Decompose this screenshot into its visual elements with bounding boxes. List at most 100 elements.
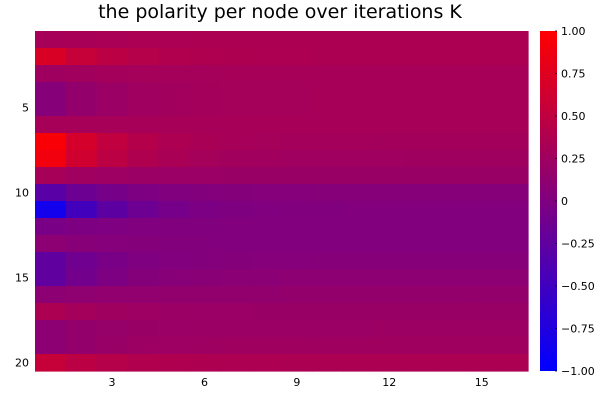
heatmap-cell: [466, 337, 498, 355]
heatmap-cell: [96, 31, 129, 49]
heatmap-cell: [250, 320, 283, 338]
x-tick-label: 9: [293, 376, 300, 389]
heatmap-cell: [250, 354, 283, 372]
heatmap-cell: [127, 218, 159, 236]
heatmap-cell: [158, 320, 190, 338]
heatmap-cell: [373, 167, 406, 185]
heatmap-cell: [312, 218, 344, 236]
heatmap-cell: [127, 48, 159, 66]
heatmap-cell: [343, 286, 375, 304]
heatmap-cell: [466, 150, 498, 168]
heatmap-cell: [250, 116, 283, 134]
heatmap-cell: [404, 235, 437, 253]
heatmap-cell: [281, 201, 313, 219]
heatmap-cell: [127, 31, 159, 49]
heatmap-cell: [65, 218, 98, 236]
heatmap-cell: [189, 286, 221, 304]
heatmap-cell: [343, 31, 375, 49]
heatmap-cell: [312, 184, 344, 202]
heatmap-cell: [219, 252, 252, 270]
heatmap-cell: [127, 184, 159, 202]
heatmap-cell: [435, 48, 467, 66]
heatmap-cell: [497, 184, 529, 202]
heatmap-cell: [497, 252, 529, 270]
heatmap-cell: [281, 150, 313, 168]
heatmap-cell: [219, 201, 252, 219]
heatmap-cell: [250, 99, 283, 117]
heatmap-cell: [497, 286, 529, 304]
colorbar-ticks: 1.00 0.75 0.50 0.25 0 −0.25 −0.50 −0.75 −1.00: [555, 25, 595, 378]
heatmap-cell: [466, 252, 498, 270]
heatmap-cell: [466, 201, 498, 219]
heatmap-cell: [281, 303, 313, 321]
heatmap-cell: [497, 320, 529, 338]
heatmap-cell: [189, 184, 221, 202]
heatmap-cell: [373, 218, 406, 236]
heatmap-cell: [35, 31, 67, 49]
heatmap-cell: [35, 252, 67, 270]
heatmap-cell: [158, 286, 190, 304]
colorbar-tick-label: 1.00: [561, 25, 586, 38]
heatmap-cell: [343, 235, 375, 253]
heatmap-cell: [96, 286, 129, 304]
heatmap-cell: [281, 48, 313, 66]
heatmap-cell: [219, 65, 252, 83]
heatmap-cell: [65, 286, 98, 304]
heatmap-cell: [158, 150, 190, 168]
heatmap-cell: [158, 184, 190, 202]
heatmap-cell: [158, 31, 190, 49]
heatmap-cell: [435, 31, 467, 49]
heatmap-cell: [404, 31, 437, 49]
heatmap-cell: [158, 116, 190, 134]
heatmap-cell: [189, 252, 221, 270]
x-tick-label: 15: [475, 376, 489, 389]
heatmap-cell: [343, 252, 375, 270]
heatmap-cell: [435, 65, 467, 83]
heatmap-cell: [497, 269, 529, 287]
heatmap-cell: [189, 48, 221, 66]
heatmap-cell: [65, 320, 98, 338]
heatmap-cell: [127, 150, 159, 168]
heatmap-cell: [343, 354, 375, 372]
heatmap-cell: [96, 65, 129, 83]
heatmap-cell: [250, 48, 283, 66]
heatmap-cells: [35, 31, 529, 372]
heatmap-cell: [219, 286, 252, 304]
heatmap-cell: [466, 167, 498, 185]
heatmap-cell: [96, 252, 129, 270]
heatmap-cell: [404, 150, 437, 168]
heatmap-cell: [127, 354, 159, 372]
heatmap-cell: [435, 337, 467, 355]
heatmap-cell: [189, 269, 221, 287]
heatmap-cell: [373, 354, 406, 372]
heatmap-cell: [343, 184, 375, 202]
heatmap-cell: [435, 320, 467, 338]
heatmap-cell: [219, 184, 252, 202]
heatmap-cell: [250, 235, 283, 253]
heatmap-cell: [219, 303, 252, 321]
heatmap-cell: [343, 99, 375, 117]
heatmap-cell: [35, 65, 67, 83]
heatmap-cell: [35, 235, 67, 253]
heatmap-cell: [250, 201, 283, 219]
heatmap-cell: [250, 286, 283, 304]
heatmap-cell: [435, 218, 467, 236]
heatmap-cell: [281, 99, 313, 117]
heatmap-cell: [35, 82, 67, 100]
colorbar-tick-label: 0: [561, 195, 568, 208]
heatmap-cell: [497, 65, 529, 83]
heatmap-cell: [189, 31, 221, 49]
heatmap-cell: [435, 116, 467, 134]
heatmap-cell: [281, 252, 313, 270]
heatmap-cell: [189, 150, 221, 168]
heatmap-cell: [312, 235, 344, 253]
heatmap-cell: [65, 65, 98, 83]
heatmap-cell: [497, 48, 529, 66]
heatmap-cell: [373, 99, 406, 117]
heatmap-cell: [373, 286, 406, 304]
heatmap-cell: [343, 320, 375, 338]
colorbar-tick-label: −0.25: [561, 238, 595, 251]
heatmap-cell: [127, 269, 159, 287]
heatmap-cell: [466, 303, 498, 321]
heatmap-cell: [189, 65, 221, 83]
